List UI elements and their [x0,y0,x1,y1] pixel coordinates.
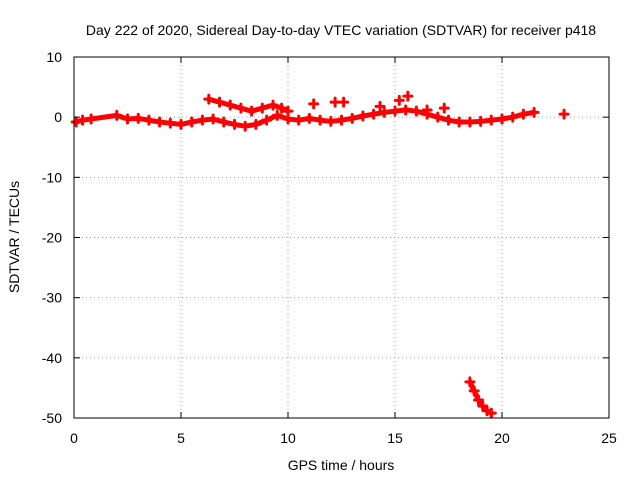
data-point [218,116,230,128]
data-point [303,112,315,124]
x-tick-label: 5 [177,430,185,446]
data-point [164,117,176,129]
series-lower-track [70,104,540,132]
data-point [485,407,497,419]
data-point [77,114,89,126]
data-point [70,116,82,128]
data-point [329,96,341,108]
y-tick-label: 10 [46,49,62,65]
y-tick-label: -10 [42,169,62,185]
data-point [410,105,422,117]
chart-title: Day 222 of 2020, Sidereal Day-to-day VTE… [86,22,596,38]
data-point [389,105,401,117]
data-point [464,376,476,388]
data-point [517,108,529,120]
data-point [143,114,155,126]
data-point [453,116,465,128]
data-point [308,98,320,110]
data-point [203,93,215,105]
data-point [256,102,268,114]
x-tick-labels: 0 5 10 15 20 25 [70,430,617,446]
data-point [507,111,519,123]
x-axis-label: GPS time / hours [288,457,395,473]
data-point [346,112,358,124]
data-point [276,102,288,114]
data-point [224,99,236,111]
data-point [432,111,444,123]
data-point [464,116,476,128]
data-point [528,106,540,118]
x-tick-label: 15 [387,430,403,446]
data-point [374,100,386,112]
data-point [336,114,347,126]
data-point [239,120,251,132]
y-tick-labels: 10 0 -10 -20 -30 -40 -50 [42,49,62,426]
data-point [314,114,326,126]
y-axis-label: SDTVAR / TECUs [6,181,22,293]
x-tick-label: 10 [280,430,296,446]
data-point [207,113,219,125]
series-upper-track [203,93,294,117]
data-point [400,104,412,116]
series-spikes [308,90,570,120]
plot-area [70,90,570,419]
data-point [235,102,247,114]
data-point [196,114,208,126]
data-point [154,116,166,128]
data-point [368,108,380,120]
data-point [338,96,350,108]
data-point [214,96,226,108]
series-dropout [464,376,497,419]
y-tick-label: -50 [42,410,62,426]
y-tick-label: -40 [42,350,62,366]
data-point [485,114,497,126]
data-point [85,113,97,125]
y-tick-label: -20 [42,230,62,246]
data-point [132,112,144,124]
x-tick-label: 20 [494,430,510,446]
data-point [111,109,123,121]
y-tick-label: -30 [42,290,62,306]
data-point [468,385,480,397]
data-point [271,109,283,121]
data-point [475,115,487,127]
data-point [293,114,305,126]
data-point [438,102,450,114]
data-point [261,114,273,126]
data-point [246,105,258,117]
data-point [496,113,508,125]
data-point [229,118,240,130]
data-point [325,115,337,127]
data-point [477,400,489,412]
data-point [267,99,279,111]
data-point [558,108,570,120]
y-tick-label: 0 [54,109,62,125]
x-tick-label: 0 [70,430,78,446]
data-point [378,106,390,118]
data-point [393,94,405,106]
data-point [186,116,198,128]
x-tick-label: 25 [601,430,617,446]
data-point [250,118,262,130]
data-point [122,113,133,125]
axis-ticks [73,56,610,419]
data-point [421,104,433,116]
data-point [282,105,294,117]
data-point [472,394,484,406]
data-point [443,114,454,126]
data-point [175,118,187,130]
data-point [402,90,414,102]
data-point [357,110,369,122]
